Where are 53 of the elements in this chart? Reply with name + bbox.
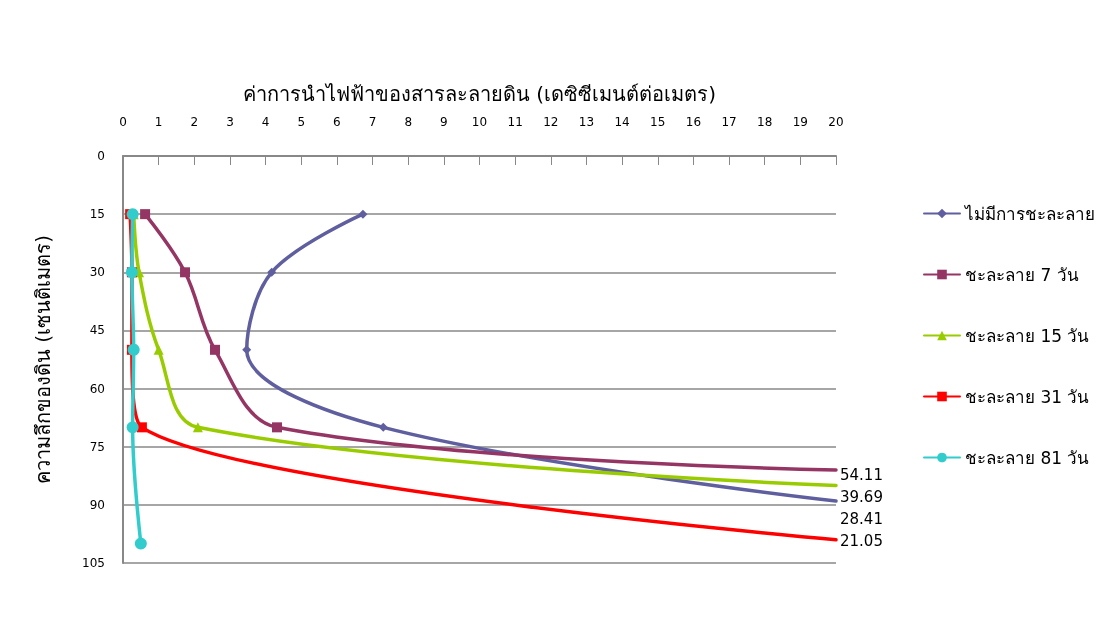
point xyxy=(358,209,368,219)
x-tick-label: 7 xyxy=(368,115,377,129)
y-tick-label: 105 xyxy=(82,556,105,570)
x-tick-label: 9 xyxy=(440,115,448,129)
point xyxy=(209,344,220,355)
y-tick-label: 75 xyxy=(89,439,105,454)
x-tick-label: 20 xyxy=(828,115,844,129)
x-tick-label: 16 xyxy=(685,115,702,129)
text: 28.41 xyxy=(840,510,883,528)
point xyxy=(242,345,252,355)
point xyxy=(136,422,147,433)
x-tick-label: 2 xyxy=(190,115,199,129)
text: 54.11 xyxy=(840,466,883,484)
point xyxy=(180,267,191,278)
y-tick-label: 30 xyxy=(89,265,105,280)
text: 21.05 xyxy=(840,532,883,550)
x-tick-label: 8 xyxy=(404,115,413,129)
point xyxy=(126,421,139,434)
x-tick-label: 3 xyxy=(226,115,234,129)
legend-label: ชะละลาย 81 วัน xyxy=(965,447,1090,468)
point xyxy=(267,267,277,277)
point xyxy=(153,344,164,355)
legend-label: ไม่มีการชะละลาย xyxy=(963,203,1095,224)
x-tick-label: 4 xyxy=(261,115,270,129)
x-tick-label: 18 xyxy=(757,115,773,129)
x-tick-label: 5 xyxy=(297,115,306,129)
y-tick-label: 15 xyxy=(89,207,105,222)
point xyxy=(378,422,388,432)
legend-label: ชะละลาย 15 วัน xyxy=(965,325,1090,346)
y-tick-label: 90 xyxy=(89,497,105,512)
x-tick-label: 1 xyxy=(154,115,163,129)
y-axis-title: ความลึกของดิน (เซนติเมตร) xyxy=(31,235,55,484)
x-tick-label: 15 xyxy=(650,115,666,129)
x-tick-label: 0 xyxy=(119,115,127,129)
x-tick-label: 6 xyxy=(333,115,341,129)
legend-label: ชะละลาย 7 วัน xyxy=(965,264,1079,285)
point xyxy=(134,537,147,550)
y-tick-label: 0 xyxy=(97,149,105,163)
x-axis-title: ค่าการนำไฟฟ้าของสารละลายดิน (เดซิซีเมนต์ต่อเมตร) xyxy=(243,82,716,106)
x-tick-label: 19 xyxy=(792,115,808,129)
legend-label: ชะละลาย 31 วัน xyxy=(965,386,1090,407)
point xyxy=(140,209,151,220)
y-tick-label: 45 xyxy=(89,323,105,338)
x-tick-label: 11 xyxy=(507,115,523,129)
y-tick-label: 60 xyxy=(89,381,105,396)
x-tick-label: 14 xyxy=(614,115,630,129)
x-tick-label: 10 xyxy=(471,115,488,129)
x-tick-label: 17 xyxy=(721,115,737,129)
text: 39.69 xyxy=(840,488,883,506)
point xyxy=(192,422,203,433)
x-tick-label: 12 xyxy=(543,115,559,129)
x-tick-label: 13 xyxy=(578,115,595,129)
point xyxy=(272,422,283,433)
